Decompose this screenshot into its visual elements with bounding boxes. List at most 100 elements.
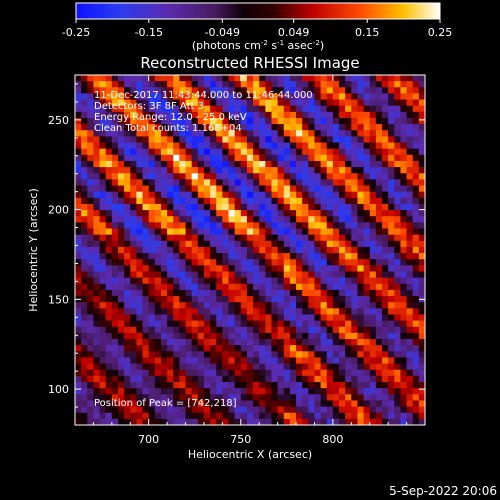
heatmap-cell [197, 363, 205, 371]
heatmap-cell [142, 277, 150, 285]
heatmap-cell [87, 246, 94, 254]
heatmap-cell [406, 320, 414, 328]
heatmap-cell [173, 197, 180, 205]
heatmap-cell [210, 234, 217, 242]
heatmap-cell [332, 93, 340, 100]
heatmap-cell [87, 216, 94, 223]
heatmap-cell [179, 167, 186, 174]
heatmap-cell [216, 369, 223, 377]
heatmap-cell [326, 136, 334, 143]
heatmap-cell [173, 216, 180, 223]
heatmap-cell [357, 289, 364, 297]
heatmap-cell [283, 296, 291, 303]
heatmap-cell [302, 283, 309, 291]
heatmap-cell [240, 117, 248, 125]
heatmap-cell [259, 210, 266, 217]
heatmap-cell [345, 412, 352, 420]
heatmap-cell [222, 345, 229, 352]
heatmap-cell [388, 314, 395, 322]
heatmap-cell [228, 191, 236, 199]
heatmap-cell [406, 130, 414, 137]
heatmap-cell [357, 210, 364, 217]
heatmap-cell [124, 388, 131, 395]
heatmap-cell [302, 81, 309, 88]
heatmap-cell [271, 277, 279, 285]
heatmap-cell [81, 302, 88, 309]
heatmap-cell [117, 345, 125, 352]
heatmap-cell [357, 99, 364, 107]
heatmap-cell [363, 185, 371, 193]
heatmap-cell [216, 246, 223, 254]
heatmap-cell [320, 99, 328, 107]
heatmap-cell [418, 406, 425, 414]
heatmap-cell [240, 339, 248, 346]
heatmap-cell [124, 345, 131, 352]
colorbar-tick-label: -0.15 [135, 26, 163, 39]
heatmap-cell [339, 234, 346, 242]
heatmap-cell [326, 234, 334, 242]
heatmap-cell [369, 326, 377, 334]
heatmap-cell [179, 253, 186, 260]
heatmap-cell [375, 81, 383, 88]
heatmap-cell [203, 203, 211, 211]
heatmap-cell [117, 216, 125, 223]
heatmap-cell [394, 265, 401, 272]
heatmap-cell [369, 185, 377, 193]
heatmap-cell [197, 289, 205, 297]
heatmap-cell [289, 81, 297, 88]
heatmap-cell [203, 412, 211, 420]
heatmap-cell [216, 160, 223, 168]
heatmap-cell [216, 228, 223, 236]
heatmap-cell [210, 240, 217, 248]
heatmap-cell [130, 314, 137, 322]
heatmap-cell [259, 412, 266, 420]
heatmap-cell [173, 130, 180, 137]
heatmap-cell [253, 314, 260, 322]
heatmap-cell [369, 357, 377, 364]
heatmap-cell [406, 406, 414, 414]
heatmap-cell [234, 296, 242, 303]
heatmap-cell [271, 418, 279, 425]
heatmap-cell [394, 117, 401, 125]
heatmap-cell [93, 283, 100, 291]
heatmap-cell [111, 81, 119, 88]
heatmap-cell [130, 394, 137, 401]
heatmap-cell [203, 222, 211, 229]
heatmap-cell [222, 167, 229, 174]
heatmap-cell [130, 265, 137, 272]
heatmap-cell [302, 382, 309, 389]
heatmap-cell [240, 326, 248, 334]
heatmap-cell [228, 210, 236, 217]
heatmap-cell [394, 246, 401, 254]
heatmap-cell [400, 296, 407, 303]
heatmap-cell [363, 283, 371, 291]
heatmap-cell [160, 339, 168, 346]
heatmap-cell [124, 173, 131, 180]
heatmap-cell [124, 296, 131, 303]
heatmap-cell [246, 351, 254, 358]
heatmap-cell [302, 240, 309, 248]
heatmap-cell [191, 289, 199, 297]
heatmap-cell [326, 314, 334, 322]
heatmap-cell [167, 130, 174, 137]
heatmap-cell [369, 167, 377, 174]
heatmap-cell [228, 345, 236, 352]
heatmap-cell [296, 154, 303, 162]
heatmap-cell [87, 314, 94, 322]
heatmap-cell [259, 253, 266, 260]
heatmap-cell [222, 197, 229, 205]
heatmap-cell [240, 222, 248, 229]
heatmap-cell [369, 191, 377, 199]
heatmap-cell [210, 400, 217, 407]
heatmap-cell [124, 400, 131, 407]
heatmap-cell [296, 124, 303, 131]
heatmap-cell [130, 87, 137, 94]
heatmap-cell [351, 99, 358, 107]
heatmap-cell [111, 382, 119, 389]
heatmap-cell [81, 81, 88, 88]
heatmap-cell [105, 289, 113, 297]
heatmap-cell [75, 375, 82, 383]
heatmap-cell [351, 111, 358, 119]
heatmap-cell [369, 197, 377, 205]
heatmap-cell [326, 124, 334, 131]
